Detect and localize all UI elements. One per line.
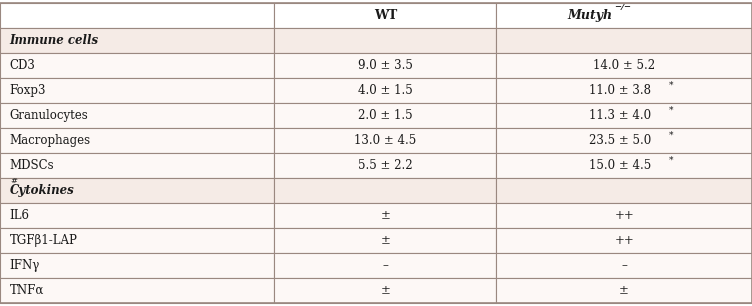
- Text: 15.0 ± 4.5: 15.0 ± 4.5: [590, 159, 651, 172]
- Bar: [0, 128, 274, 153]
- Text: TGFβ1-LAP: TGFβ1-LAP: [10, 234, 77, 247]
- Bar: [274, 278, 496, 303]
- Bar: [496, 278, 752, 303]
- Bar: [274, 53, 496, 78]
- Text: ±: ±: [381, 234, 390, 247]
- Bar: [274, 78, 496, 103]
- Bar: [0, 178, 274, 203]
- Text: *: *: [669, 156, 673, 165]
- Text: ±: ±: [619, 284, 629, 297]
- Bar: [0, 278, 274, 303]
- Text: Foxp3: Foxp3: [10, 84, 47, 97]
- Text: 5.5 ± 2.2: 5.5 ± 2.2: [358, 159, 413, 172]
- Text: ±: ±: [381, 284, 390, 297]
- Text: –: –: [383, 259, 388, 272]
- Bar: [496, 153, 752, 178]
- Text: MDSCs: MDSCs: [10, 159, 54, 172]
- Bar: [496, 103, 752, 128]
- Text: 11.3 ± 4.0: 11.3 ± 4.0: [590, 109, 651, 122]
- Bar: [0, 78, 274, 103]
- Text: *: *: [669, 81, 673, 90]
- Bar: [274, 203, 496, 228]
- Text: 11.0 ± 3.8: 11.0 ± 3.8: [590, 84, 651, 97]
- Text: 4.0 ± 1.5: 4.0 ± 1.5: [358, 84, 413, 97]
- Text: –: –: [621, 259, 627, 272]
- Text: ++: ++: [614, 234, 634, 247]
- Text: −/−: −/−: [614, 3, 632, 11]
- Bar: [496, 178, 752, 203]
- Text: #: #: [11, 177, 17, 185]
- Bar: [274, 253, 496, 278]
- Bar: [496, 78, 752, 103]
- Bar: [274, 153, 496, 178]
- Text: TNFα: TNFα: [10, 284, 44, 297]
- Text: IL6: IL6: [10, 209, 30, 222]
- Text: Macrophages: Macrophages: [10, 134, 91, 147]
- Text: 9.0 ± 3.5: 9.0 ± 3.5: [358, 59, 413, 72]
- Bar: [0, 253, 274, 278]
- Bar: [496, 53, 752, 78]
- Bar: [274, 3, 496, 28]
- Bar: [274, 178, 496, 203]
- Bar: [274, 103, 496, 128]
- Text: Immune cells: Immune cells: [10, 34, 99, 47]
- Text: ++: ++: [614, 209, 634, 222]
- Bar: [496, 28, 752, 53]
- Bar: [274, 228, 496, 253]
- Text: Mutyh: Mutyh: [568, 9, 613, 22]
- Bar: [274, 128, 496, 153]
- Bar: [496, 3, 752, 28]
- Text: IFNγ: IFNγ: [10, 259, 40, 272]
- Text: Granulocytes: Granulocytes: [10, 109, 89, 122]
- Text: 23.5 ± 5.0: 23.5 ± 5.0: [590, 134, 651, 147]
- Text: 14.0 ± 5.2: 14.0 ± 5.2: [593, 59, 655, 72]
- Text: 2.0 ± 1.5: 2.0 ± 1.5: [358, 109, 413, 122]
- Bar: [0, 153, 274, 178]
- Bar: [0, 203, 274, 228]
- Bar: [0, 228, 274, 253]
- Text: *: *: [669, 131, 673, 140]
- Text: Cytokines: Cytokines: [10, 184, 74, 197]
- Bar: [274, 28, 496, 53]
- Text: ±: ±: [381, 209, 390, 222]
- Bar: [0, 53, 274, 78]
- Bar: [496, 128, 752, 153]
- Bar: [0, 3, 274, 28]
- Text: *: *: [669, 106, 673, 115]
- Bar: [496, 253, 752, 278]
- Bar: [0, 28, 274, 53]
- Bar: [496, 228, 752, 253]
- Text: 13.0 ± 4.5: 13.0 ± 4.5: [354, 134, 417, 147]
- Bar: [496, 203, 752, 228]
- Text: CD3: CD3: [10, 59, 35, 72]
- Text: WT: WT: [374, 9, 397, 22]
- Bar: [0, 103, 274, 128]
